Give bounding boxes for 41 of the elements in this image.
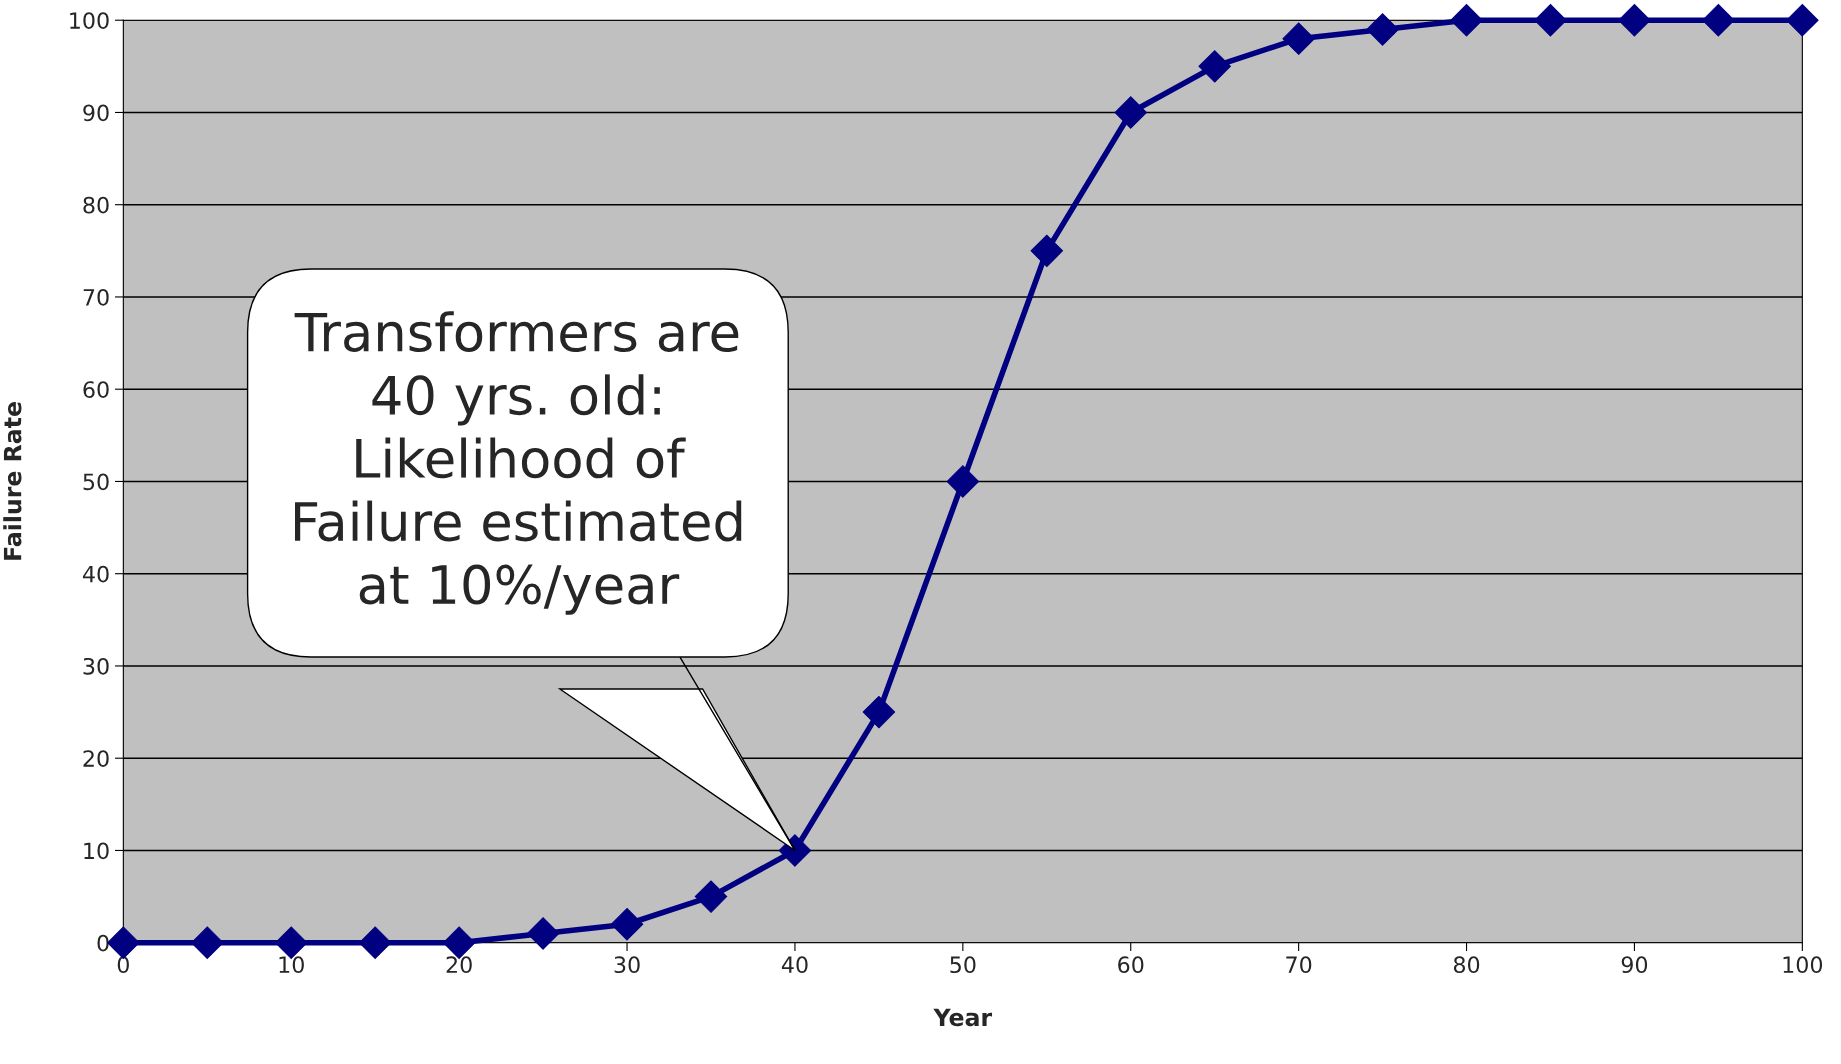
x-tick-label: 80: [1453, 956, 1480, 974]
y-tick-label: 30: [83, 657, 109, 675]
point: [358, 926, 392, 959]
x-tick-label: 60: [1118, 956, 1144, 974]
y-tick-label: 10: [84, 842, 109, 860]
annotation: Transformers are 40 yrs. old: Likelihood of Failure estimated at 10%/year: [294, 311, 742, 615]
point: [1282, 22, 1315, 55]
point: [1786, 3, 1819, 37]
point: [862, 695, 896, 729]
y-tick-label: 20: [83, 750, 109, 767]
point: [946, 465, 980, 498]
point: [1030, 234, 1064, 268]
x-tick-label: 100: [1783, 956, 1823, 974]
x-axis-title: Year: [933, 1008, 993, 1027]
y-tick-label: 40: [82, 565, 109, 583]
x-tick-label: 30: [614, 956, 640, 974]
point: [526, 917, 560, 950]
y-tick-label: 100: [70, 12, 109, 29]
point: [694, 880, 728, 913]
x-tick-label: 90: [1621, 956, 1648, 974]
y-tick-label: 90: [83, 104, 109, 122]
point: [1702, 3, 1735, 37]
point: [1366, 13, 1399, 46]
y-tick-label: 0: [97, 934, 109, 952]
point: [610, 908, 644, 941]
x-tick-label: 50: [950, 956, 976, 974]
x-tick-label: 40: [781, 956, 808, 974]
x-tick-label: 10: [279, 956, 304, 974]
y-tick-label: 60: [83, 381, 109, 398]
point: [1114, 96, 1147, 129]
point: [1450, 3, 1483, 37]
point: [1198, 50, 1231, 83]
y-tick-label: 80: [83, 196, 109, 214]
point: [191, 926, 224, 959]
point: [1534, 3, 1567, 37]
y-axis-title: Failure Rate: [3, 402, 22, 560]
y-tick-label: 70: [83, 288, 109, 306]
x-tick-label: 70: [1286, 956, 1312, 974]
x-tick-label: 20: [446, 956, 472, 974]
y-tick-label: 50: [83, 473, 109, 491]
point: [1618, 3, 1651, 37]
